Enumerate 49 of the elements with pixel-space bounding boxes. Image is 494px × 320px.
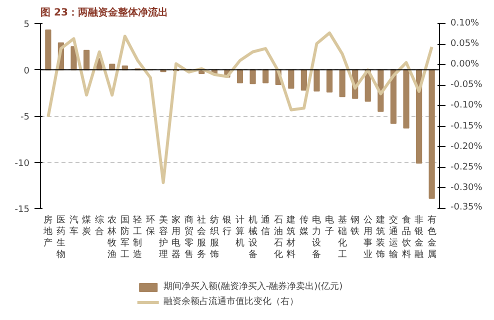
x-tick-label: 商贸零售 [184, 214, 194, 260]
x-tick-label: 机械设备 [248, 214, 258, 260]
chart-title: 图 23：两融资金整体净流出 [40, 6, 168, 18]
y2-tick-label: -0.20% [450, 142, 483, 152]
x-tick-label: 有色金属 [427, 214, 436, 260]
x-tick-label: 石油石化 [274, 216, 283, 260]
x-tick-label: 医药生物 [56, 214, 66, 260]
y2-tick-label: 0.10% [450, 18, 480, 28]
x-tick-label: 公用事业 [363, 214, 372, 260]
legend-label: 期间净买入额(融资净买入-融券净卖出)(亿元) [163, 280, 343, 293]
x-tick-label: 煤炭 [82, 214, 92, 237]
x-tick-label: 环保 [146, 216, 155, 237]
x-tick-label: 交通运输 [388, 214, 398, 260]
x-tick-label: 轻工制造 [133, 214, 142, 260]
y2-tick-label: -0.10% [450, 100, 483, 111]
x-tick-label: 国防军工 [120, 216, 130, 260]
x-tick-label: 食品饮料 [400, 214, 411, 260]
y-tick-label: 5 [24, 20, 30, 30]
y2-tick-label: -0.30% [450, 182, 483, 193]
x-tick-label: 汽车 [69, 214, 78, 237]
x-tick-label: 钢铁 [350, 214, 360, 237]
y2-tick-label: -0.25% [450, 162, 483, 172]
y-tick-label: -5 [20, 112, 30, 122]
x-tick-label: 综合 [94, 214, 104, 237]
x-tick-label: 电力设备 [312, 214, 322, 260]
x-tick-label: 美容护理 [158, 214, 168, 260]
x-tick-label: 通信 [261, 214, 270, 237]
x-tick-label: 建筑装饰 [375, 214, 386, 260]
y2-tick-label: 0.00% [450, 60, 480, 70]
x-tick-label: 纺织服饰 [208, 214, 219, 260]
y2-tick-label: -0.15% [450, 121, 483, 132]
y-tick-label: 0 [24, 66, 30, 76]
x-tick-label: 传媒 [299, 214, 308, 237]
x-tick-label: 电子 [325, 214, 334, 237]
x-tick-label: 计算机 [236, 214, 244, 248]
x-tick-label: 房地产 [42, 214, 53, 248]
x-tick-label: 社会服务 [197, 214, 206, 260]
y2-tick-label: 0.05% [450, 39, 480, 50]
x-tick-label: 非银金融 [414, 214, 424, 260]
y2-tick-label: -0.35% [450, 202, 483, 212]
x-tick-label: 建筑材料 [286, 214, 296, 260]
legend-label: 融资余额占流通市值比变化（右） [163, 296, 298, 308]
x-tick-label: 农林牧渔 [106, 214, 117, 260]
x-tick-label: 银行 [222, 214, 232, 237]
x-tick-label: 家用电器 [172, 214, 181, 260]
y2-tick-label: -0.05% [450, 80, 483, 90]
x-tick-label: 基础化工 [336, 214, 347, 260]
y-tick-label: -10 [14, 158, 30, 169]
y-tick-label: -15 [14, 205, 30, 215]
